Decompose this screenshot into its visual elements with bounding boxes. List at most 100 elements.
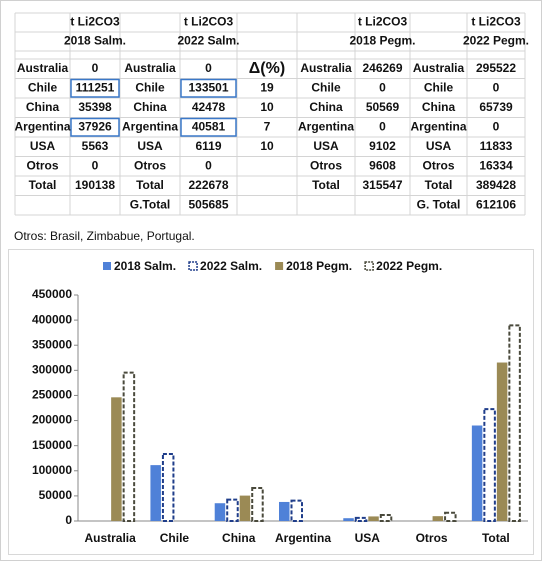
y-tick-label: 450000 [32,287,72,301]
table-cell: Δ(%) [249,60,285,77]
table-header: t Li2CO3 [471,15,521,29]
table-cell: 505685 [188,197,228,211]
table-cell: 0 [92,158,99,172]
x-tick-label: Australia [84,531,136,545]
table-cell: 42478 [192,100,226,114]
table-cell: Otros [310,158,342,172]
table-cell: China [309,100,343,114]
table-cell: 246269 [362,61,402,75]
table-header: t Li2CO3 [70,15,120,29]
bar [379,514,393,522]
table-cell: 295522 [476,61,516,75]
y-tick-label: 0 [65,513,72,527]
table-cell: Argentina [410,119,466,133]
bar [122,371,136,522]
bar [251,486,264,522]
x-tick-label: Chile [160,531,190,545]
bar [239,495,251,521]
caption: Otros: Brasil, Zimbabue, Portugal. [14,229,195,243]
cell-highlight [70,117,120,137]
table-cell: 19 [260,80,274,94]
bar [111,397,122,521]
bar [279,501,290,521]
bar [150,465,161,521]
bar [161,452,175,522]
table-cell: Otros [134,158,166,172]
table-cell: G.Total [130,197,170,211]
x-tick-label: USA [355,531,381,545]
table-header: t Li2CO3 [184,15,234,29]
bar [343,518,354,521]
cell-highlight [180,117,237,137]
cell-highlight [180,78,237,98]
bar [368,516,379,521]
table-cell: 0 [92,61,99,75]
bar [354,516,368,522]
legend-swatch [103,262,111,270]
table-header: 2018 Salm. [64,34,126,48]
x-tick-label: China [222,531,256,545]
table-cell: Argentina [122,119,178,133]
y-tick-label: 150000 [32,438,72,452]
legend-swatch [275,262,284,270]
table-cell: Australia [300,61,352,75]
x-tick-label: Total [482,531,510,545]
table-cell: 35398 [78,100,112,114]
table-cell: Australia [124,61,176,75]
table-cell: 7 [264,119,271,133]
table-cell: 0 [493,119,500,133]
table-cell: Chile [135,80,165,94]
table-cell: Chile [28,80,58,94]
bar [496,362,508,521]
table-cell: Australia [413,61,465,75]
table-cell: USA [313,139,339,153]
table-cell: Total [136,178,164,192]
bar [483,408,496,523]
chart-frame [8,249,534,555]
y-tick-label: 250000 [32,388,72,402]
table-cell: 37926 [78,119,112,133]
table-cell: 315547 [362,178,402,192]
table-cell: Total [425,178,453,192]
legend-label: 2022 Pegm. [376,259,442,273]
table-cell: 111251 [76,80,115,94]
table-cell: 65739 [479,100,513,114]
table-cell: 0 [493,80,500,94]
table-cell: 6119 [195,139,221,153]
legend-label: 2018 Salm. [114,259,176,273]
table-cell: 389428 [476,178,516,192]
table-cell: 133501 [188,80,228,94]
table-cell: 5563 [82,139,109,153]
legend-swatch [364,261,374,271]
bar [471,425,483,521]
table-cell: 9102 [369,139,396,153]
y-tick-label: 200000 [32,413,72,427]
table-cell: China [133,100,167,114]
table-cell: 0 [205,61,212,75]
table-cell: Total [312,178,340,192]
table-cell: 0 [379,119,386,133]
legend-label: 2022 Salm. [200,259,262,273]
table-cell: 0 [379,80,386,94]
table-cell: 190138 [75,178,115,192]
table-cell: USA [137,139,163,153]
bar [444,511,457,522]
table-cell: Otros [26,158,58,172]
table-cell: USA [426,139,452,153]
table-cell: 50569 [366,100,400,114]
table-cell: 222678 [188,178,228,192]
table-cell: Chile [311,80,341,94]
y-tick-label: 350000 [32,337,72,351]
bar [508,324,521,522]
x-tick-label: Argentina [275,531,331,545]
table-cell: 10 [260,100,274,114]
bar [226,498,239,522]
legend-swatch [188,261,198,271]
legend-label: 2018 Pegm. [286,259,352,273]
bar [432,516,444,521]
table-cell: Argentina [298,119,354,133]
table-cell: Chile [424,80,454,94]
table-cell: 612106 [476,197,516,211]
cell-highlight [70,78,120,98]
